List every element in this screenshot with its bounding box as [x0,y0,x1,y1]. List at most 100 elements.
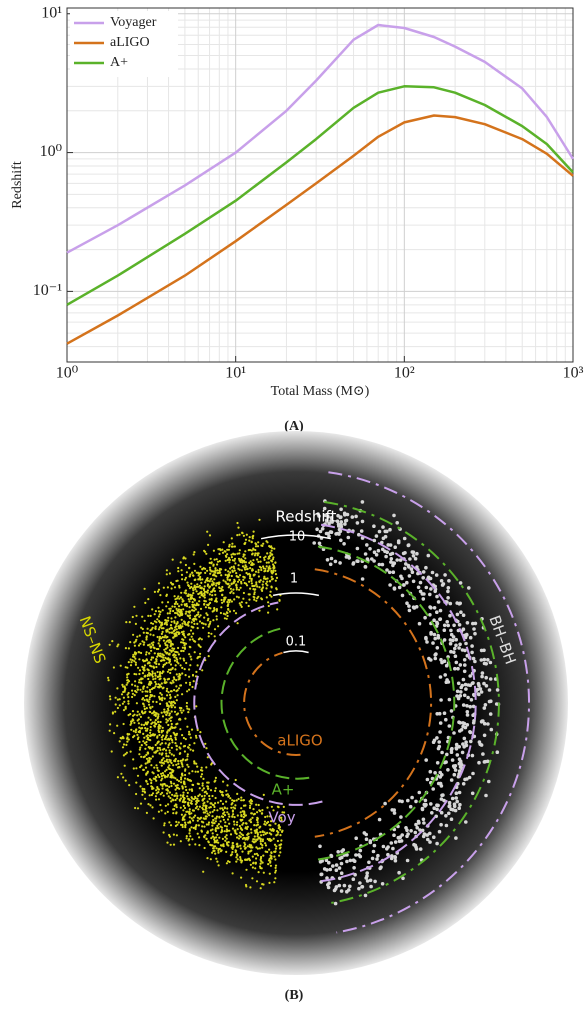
ns-dot [252,534,255,538]
ns-dot [211,815,214,818]
ns-dot [188,688,191,691]
ns-dot [200,773,204,776]
ns-dot [146,770,149,773]
ns-dot [196,797,199,800]
ns-dot [169,843,172,846]
bh-dot [407,608,412,613]
ns-dot [191,618,194,621]
ns-dot [140,764,143,767]
ns-dot [212,849,215,853]
ns-dot [213,809,216,812]
ns-dot [122,776,125,779]
ns-dot [172,681,175,684]
ns-dot [148,674,151,677]
bh-dot [457,745,462,749]
ns-dot [265,596,268,599]
ns-dot [220,831,223,834]
ns-dot [164,775,167,778]
ns-dot [118,704,121,707]
ns-dot [238,533,241,536]
ns-dot [152,711,155,714]
ns-dot [165,661,168,665]
ns-dot [165,713,168,717]
ns-dot [143,641,146,644]
ns-dot [188,611,191,614]
ns-dot [240,807,243,810]
ns-dot [169,668,173,671]
ns-dot [231,872,234,875]
ns-dot [266,806,269,809]
ns-dot [192,809,195,812]
ns-dot [230,556,233,559]
ns-dot [123,764,126,767]
ns-dot [173,726,176,729]
ns-dot [173,647,176,650]
ns-dot [278,854,281,857]
ns-dot [185,610,188,613]
bh-dot [465,621,470,625]
ns-dot [170,702,173,705]
ns-dot [255,583,258,586]
bh-dot [479,720,484,724]
ns-dot [182,816,185,819]
ns-dot [235,595,238,598]
bh-dot [358,854,363,859]
bh-dot [406,543,411,548]
bh-dot [367,860,371,865]
ns-dot [279,851,282,854]
ns-dot [180,773,184,776]
ns-dot [250,582,253,585]
ns-dot [222,579,225,582]
ns-dot [249,802,252,805]
ns-dot [193,586,196,589]
ns-dot [239,844,242,847]
ns-dot [235,572,238,575]
ns-dot [214,600,217,603]
bh-dot [484,662,489,666]
ns-dot [250,579,253,583]
ns-dot [167,723,170,727]
ns-dot [165,710,168,713]
ns-dot [239,560,242,564]
bh-dot [435,594,439,599]
bh-dot [397,870,401,875]
ns-dot [127,714,130,717]
ns-dot [138,681,141,684]
ns-dot [159,803,162,807]
ns-dot [172,833,175,836]
bh-dot [392,513,396,518]
ns-dot [215,815,219,818]
ns-dot [158,733,161,737]
ns-dot [164,650,167,653]
ns-dot [262,871,265,874]
ns-dot [164,647,168,650]
bh-dot [381,844,386,849]
ns-dot [176,621,179,624]
ns-dot [227,603,230,606]
bh-dot [337,876,342,881]
ns-dot [144,762,147,765]
ns-dot [242,555,245,558]
ns-dot [206,756,209,759]
ns-dot [180,707,183,710]
ns-dot [191,797,194,800]
bh-dot [354,836,359,840]
ns-dot [234,850,237,854]
ns-dot [132,730,135,733]
ns-dot [182,608,185,611]
ns-dot [251,537,254,540]
ns-dot [209,858,212,861]
bh-dot [388,543,393,547]
ns-dot [141,790,144,793]
ns-dot [167,737,170,740]
bh-dot [354,853,358,857]
ns-dot [197,611,200,614]
ns-dot [188,733,191,736]
bh-dot [406,798,410,803]
ns-dot [236,580,240,583]
ns-dot [242,575,245,578]
bh-dot [384,554,388,559]
ns-dot [239,604,242,607]
bh-dot [435,610,439,614]
ns-dot [187,778,190,782]
